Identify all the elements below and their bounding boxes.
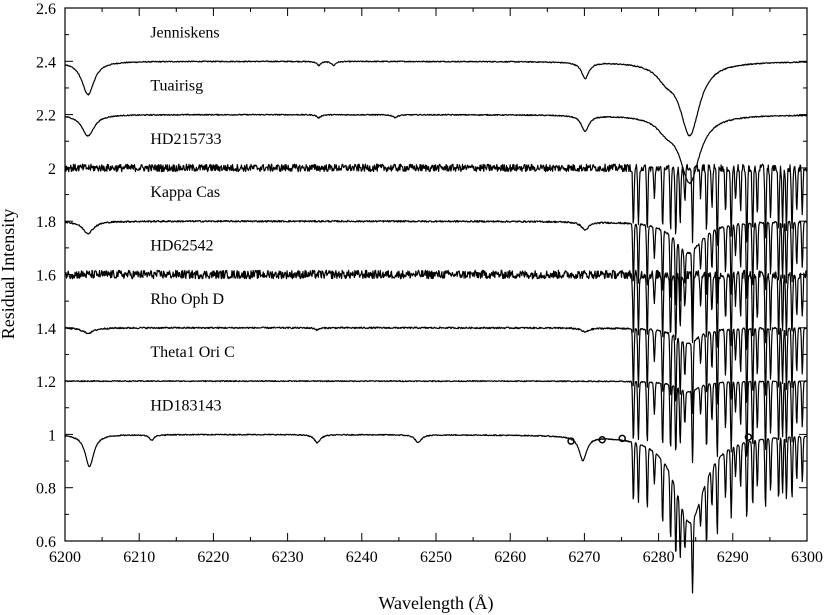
x-tick-label: 6280 [643,549,675,566]
series-label: Theta1 Ori C [150,344,234,361]
y-tick-label: 1.2 [36,374,56,391]
y-tick-label: 0.6 [36,534,56,551]
ticks-layer: 6200 6210 6220 6230 6240 6250 6260 6270 6280 6290… [36,1,823,566]
spectrum-line [64,433,808,594]
series-label: Kappa Cas [150,184,220,201]
x-tick-label: 6230 [272,549,304,566]
x-tick-label: 6260 [494,549,526,566]
spectrum-line [64,113,808,185]
plot-frame [64,7,808,542]
x-tick-label: 6220 [197,549,229,566]
spectrum-line [64,60,808,137]
series-labels-layer: Jenniskens Tuairisg HD215733 Kappa Cas HD625… [150,24,234,414]
y-tick-label: 2 [48,161,56,178]
series-label: HD215733 [150,131,221,148]
spectrum-line [64,163,808,246]
y-tick-label: 2.2 [36,108,56,125]
series-label: Rho Oph D [150,291,224,308]
series-label: HD62542 [150,238,213,255]
x-tick-label: 6250 [420,549,452,566]
spectrum-line [64,219,808,325]
x-tick-label: 6240 [346,549,378,566]
line-marker [567,437,575,445]
x-tick-label: 6210 [123,549,155,566]
x-tick-label: 6270 [568,549,600,566]
series-label: HD183143 [150,397,221,414]
x-tick-label: 6200 [49,549,81,566]
line-marker [744,433,753,441]
spectrum-line [64,326,808,415]
series-label: Jenniskens [150,24,219,41]
spectra-layer [64,60,808,594]
line-marker [618,434,626,443]
y-tick-label: 0.8 [36,481,56,498]
x-axis-label: Wavelength (Å) [378,593,493,614]
y-tick-label: 1.8 [36,214,56,231]
spectrum-line [64,379,808,464]
line-marker [598,435,606,444]
y-tick-label: 2.4 [36,54,56,71]
y-tick-label: 2.6 [36,1,56,18]
x-tick-label: 6290 [717,549,749,566]
spectrum-line [64,269,808,351]
y-tick-label: 1.6 [36,268,56,285]
y-axis-label: Residual Intensity [0,209,18,339]
series-label: Tuairisg [150,78,203,95]
y-tick-label: 1.4 [36,321,56,338]
x-tick-label: 6300 [791,549,823,566]
y-tick-label: 1 [48,427,56,444]
